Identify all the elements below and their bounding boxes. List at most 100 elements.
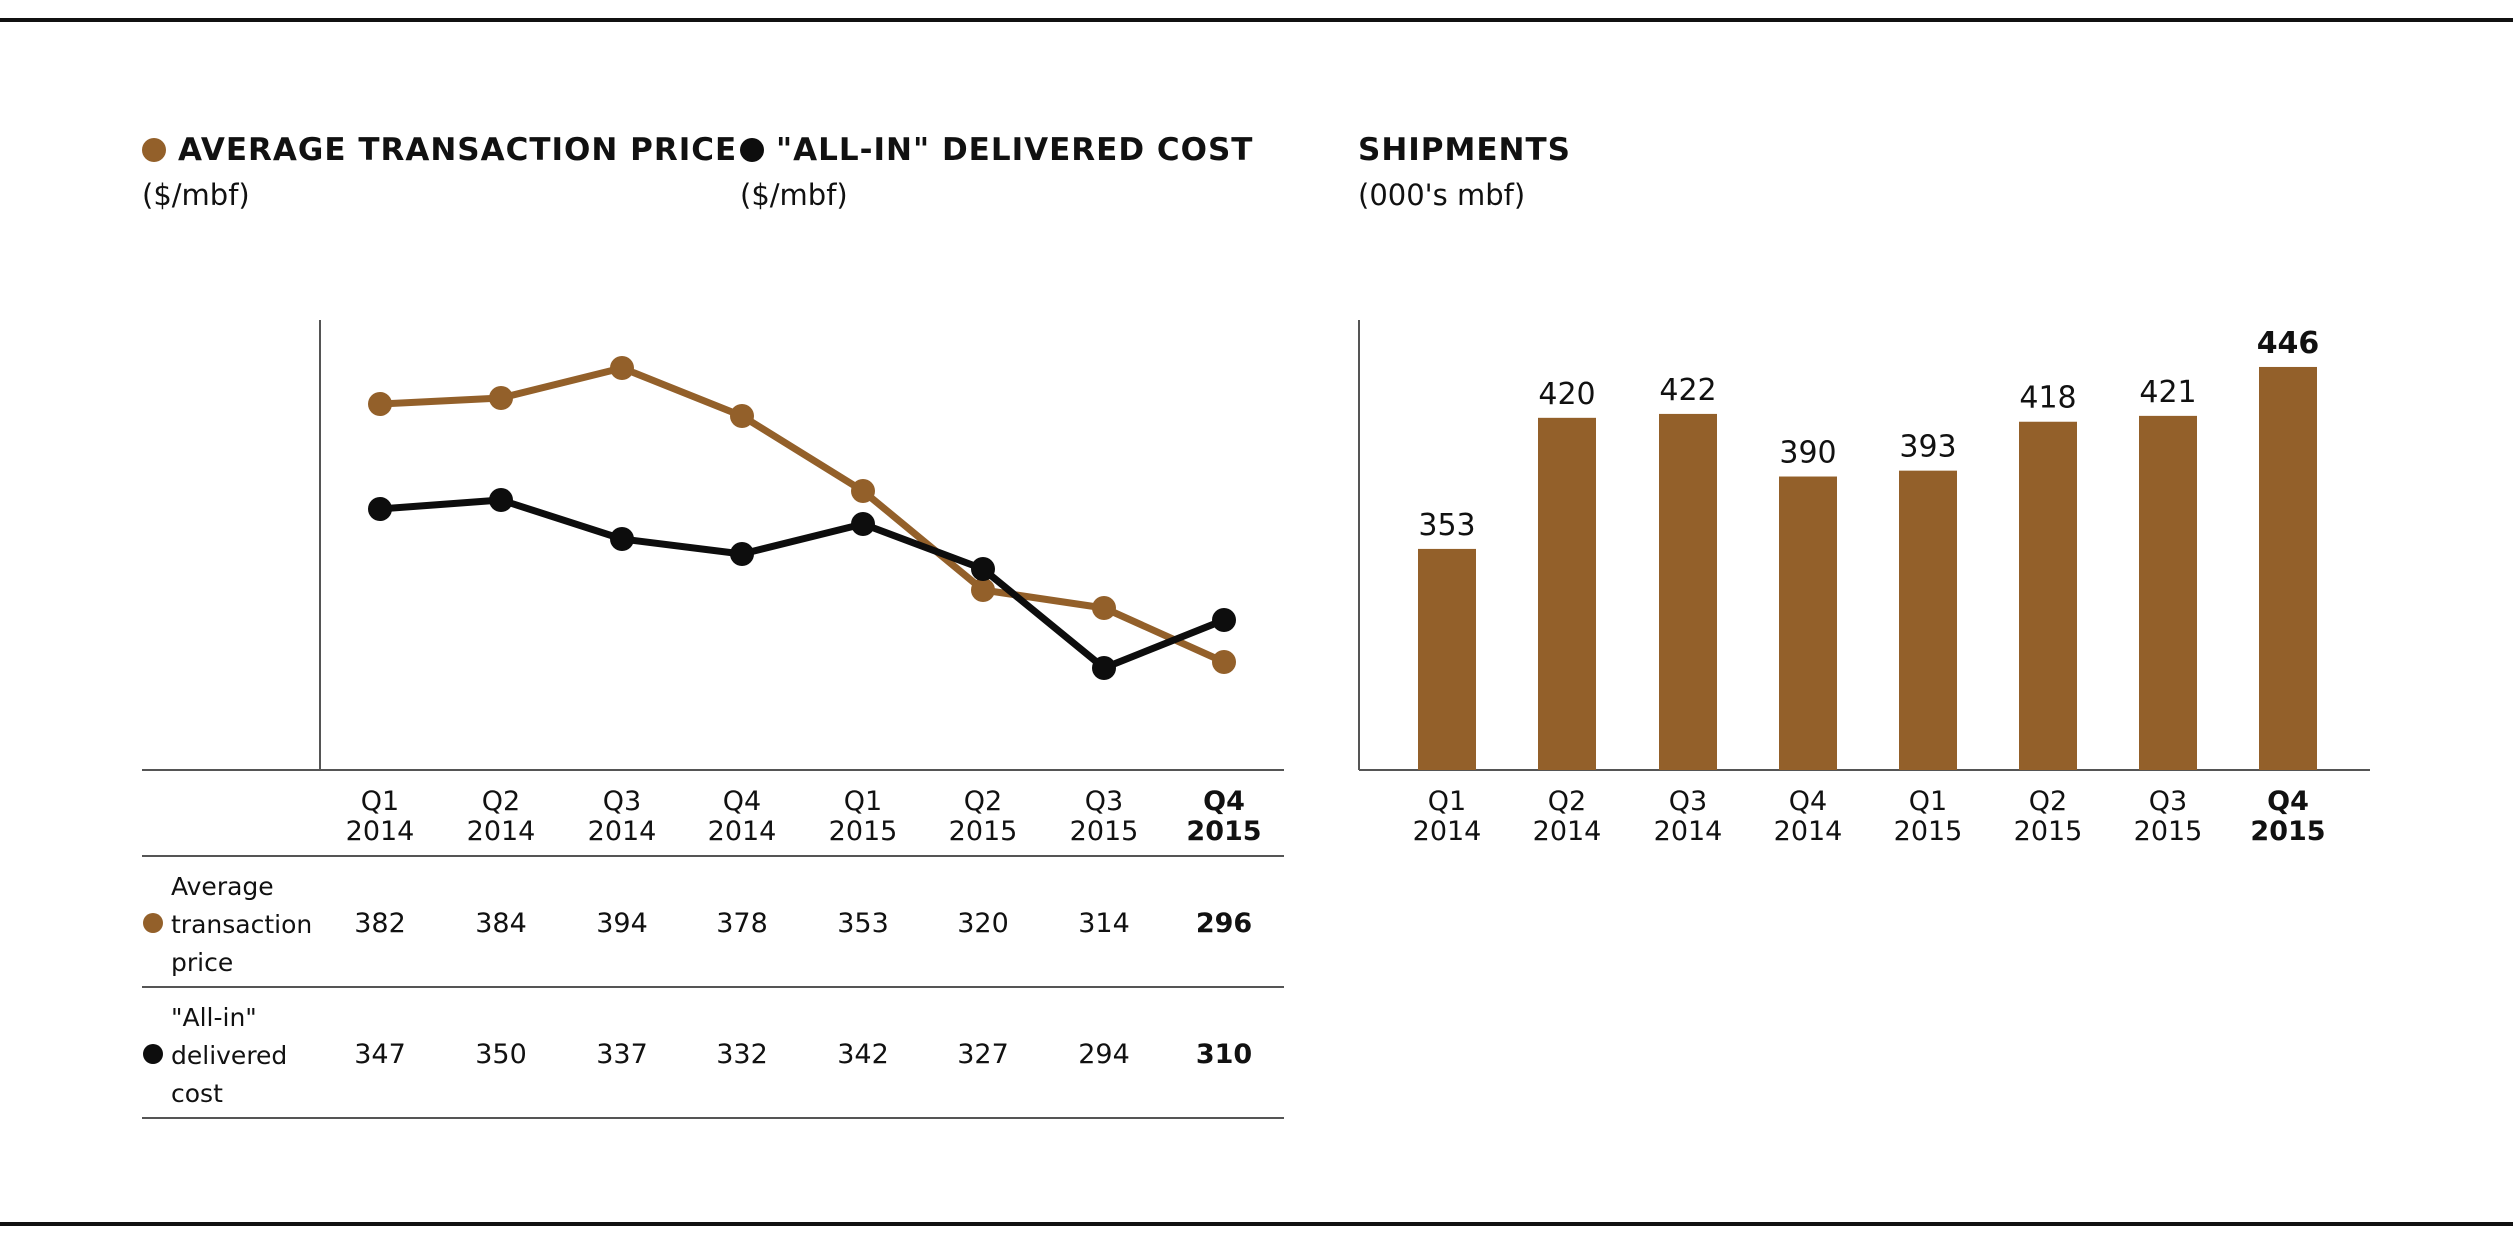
line-x-tick-quarter-1: Q1 [361,786,399,817]
table-price-label-line-3: price [171,948,233,977]
table-cost-dot-icon [143,1044,163,1064]
table-price-value-3: 394 [596,908,648,939]
legend-cost: "ALL-IN" DELIVERED COST ($/mbf) [740,132,1253,212]
line-x-tick-year-3: 2014 [588,816,657,847]
table-price-value-4: 378 [716,908,768,939]
shipments-bar-1 [1418,548,1476,770]
price-point-8 [1212,650,1236,674]
table-price-label-line-2: transaction [171,910,312,939]
cost-legend-unit: ($/mbf) [740,178,848,212]
table-price-value-7: 314 [1078,908,1130,939]
bar-x-tick-quarter-5: Q1 [1909,786,1947,817]
line-x-tick-year-5: 2015 [829,816,898,847]
cost-point-2 [489,488,513,512]
shipments-data-label-4: 390 [1779,436,1836,471]
price-point-6 [971,578,995,602]
price-point-5 [851,479,875,503]
legend-price: AVERAGE TRANSACTION PRICE ($/mbf) [142,132,737,212]
shipments-data-label-2: 420 [1538,377,1595,412]
price-point-4 [730,404,754,428]
bar-x-tick-year-7: 2015 [2134,816,2203,847]
table-cost-value-4: 332 [716,1039,768,1070]
bar-x-tick-quarter-2: Q2 [1548,786,1586,817]
table-cost-value-6: 327 [957,1039,1009,1070]
price-legend-title: AVERAGE TRANSACTION PRICE [178,132,738,168]
line-x-tick-quarter-6: Q2 [964,786,1002,817]
shipments-bar-8 [2259,366,2317,770]
table-cost-label-line-1: "All-in" [171,1003,257,1032]
line-x-tick-quarter-4: Q4 [723,786,761,817]
table-cost-value-2: 350 [475,1039,527,1070]
shipments-bar-4 [1779,476,1837,770]
table-cost-label-line-2: delivered [171,1041,287,1070]
bar-x-tick-quarter-3: Q3 [1669,786,1707,817]
cost-point-1 [368,497,392,521]
table-price-value-2: 384 [475,908,527,939]
cost-point-3 [610,527,634,551]
cost-point-6 [971,557,995,581]
line-x-tick-year-7: 2015 [1070,816,1139,847]
cost-series-line [379,496,1226,672]
bar-x-tick-quarter-6: Q2 [2029,786,2067,817]
price-point-3 [610,356,634,380]
line-x-tick-quarter-7: Q3 [1085,786,1123,817]
table-cost-value-3: 337 [596,1039,648,1070]
bar-x-tick-quarter-1: Q1 [1428,786,1466,817]
bottom-rule [0,1222,2513,1226]
table-cost-value-7: 294 [1078,1039,1130,1070]
line-x-tick-year-1: 2014 [346,816,415,847]
line-x-tick-quarter-3: Q3 [603,786,641,817]
table-cost-value-1: 347 [354,1039,406,1070]
cost-legend-dot-icon [740,138,764,162]
shipments-bar-2 [1538,417,1596,770]
price-legend-dot-icon [142,138,166,162]
line-x-tick-year-6: 2015 [949,816,1018,847]
line-x-tick-year-4: 2014 [708,816,777,847]
table-cost-value-8: 310 [1196,1039,1252,1070]
table-price-label-line-1: Average [171,872,274,901]
price-series-line [379,364,1226,666]
cost-point-7 [1092,656,1116,680]
table-price-value-5: 353 [837,908,889,939]
line-x-tick-year-2: 2014 [467,816,536,847]
shipments-bar-5 [1899,470,1957,770]
cost-legend-title: "ALL-IN" DELIVERED COST [776,132,1254,168]
cost-point-5 [851,512,875,536]
shipments-data-label-5: 393 [1899,430,1956,465]
shipments-data-label-7: 421 [2139,375,2196,410]
table-price-dot-icon [143,913,163,933]
line-x-tick-year-8: 2015 [1186,816,1261,847]
bar-x-tick-year-6: 2015 [2014,816,2083,847]
shipments-data-label-8: 446 [2257,326,2320,361]
table-price-value-8: 296 [1196,908,1252,939]
shipments-unit: (000's mbf) [1358,178,1526,212]
shipments-title: SHIPMENTS [1358,132,1571,168]
bar-x-tick-year-3: 2014 [1654,816,1723,847]
shipments-bar-7 [2139,415,2197,770]
price-point-7 [1092,596,1116,620]
cost-point-8 [1212,608,1236,632]
top-rule [0,18,2513,22]
shipments-bar-6 [2019,421,2077,770]
bar-x-tick-quarter-4: Q4 [1789,786,1827,817]
bar-x-tick-year-1: 2014 [1413,816,1482,847]
bar-x-tick-year-5: 2015 [1894,816,1963,847]
table-price-value-6: 320 [957,908,1009,939]
shipments-data-label-1: 353 [1418,508,1475,543]
bar-x-tick-quarter-7: Q3 [2149,786,2187,817]
table-cost-value-5: 342 [837,1039,889,1070]
line-x-tick-quarter-8: Q4 [1203,786,1245,817]
shipments-data-label-6: 418 [2019,381,2076,416]
price-point-2 [489,386,513,410]
shipments-data-label-3: 422 [1659,373,1716,408]
price-legend-unit: ($/mbf) [142,178,250,212]
cost-point-4 [730,542,754,566]
line-x-tick-quarter-5: Q1 [844,786,882,817]
price-point-1 [368,392,392,416]
bar-x-tick-year-4: 2014 [1774,816,1843,847]
table-cost-label-line-3: cost [171,1079,223,1108]
line-x-tick-quarter-2: Q2 [482,786,520,817]
table-price-value-1: 382 [354,908,406,939]
shipments-bar-3 [1659,413,1717,770]
